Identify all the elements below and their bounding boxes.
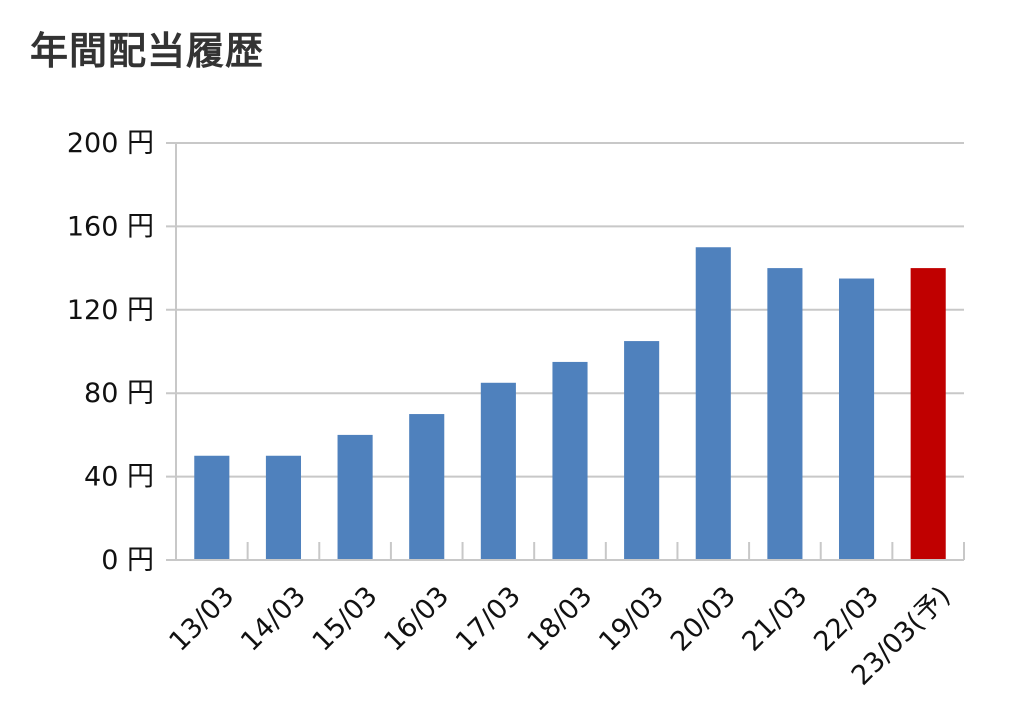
x-tick-label: 15/03 — [307, 581, 384, 658]
x-tick-label: 17/03 — [450, 581, 527, 658]
y-tick-label: 120 円 — [67, 295, 154, 326]
bar-14-03 — [265, 455, 302, 560]
x-tick-label: 21/03 — [736, 581, 813, 658]
bar-23-03- — [910, 268, 946, 560]
bar-15-03 — [337, 434, 373, 560]
bar-18-03 — [552, 361, 588, 560]
y-tick-label: 0 円 — [101, 545, 154, 576]
bar-20-03 — [695, 247, 731, 560]
bar-13-03 — [194, 455, 230, 560]
x-tick-label: 20/03 — [665, 581, 742, 658]
y-tick-label: 160 円 — [67, 211, 154, 242]
bar-17-03 — [480, 382, 516, 560]
x-tick-label: 14/03 — [235, 581, 312, 658]
chart-title: 年間配当履歴 — [30, 29, 265, 73]
x-tick-label: 13/03 — [163, 581, 240, 658]
bar-22-03 — [838, 278, 875, 560]
x-tick-label: 16/03 — [378, 581, 455, 658]
x-tick-label: 19/03 — [593, 581, 670, 658]
bar-16-03 — [409, 414, 445, 560]
bar-19-03 — [624, 341, 660, 560]
bar-21-03 — [767, 268, 803, 560]
y-tick-label: 40 円 — [84, 462, 154, 493]
y-tick-label: 200 円 — [67, 128, 154, 159]
y-tick-label: 80 円 — [84, 378, 154, 409]
x-tick-label: 18/03 — [522, 581, 599, 658]
